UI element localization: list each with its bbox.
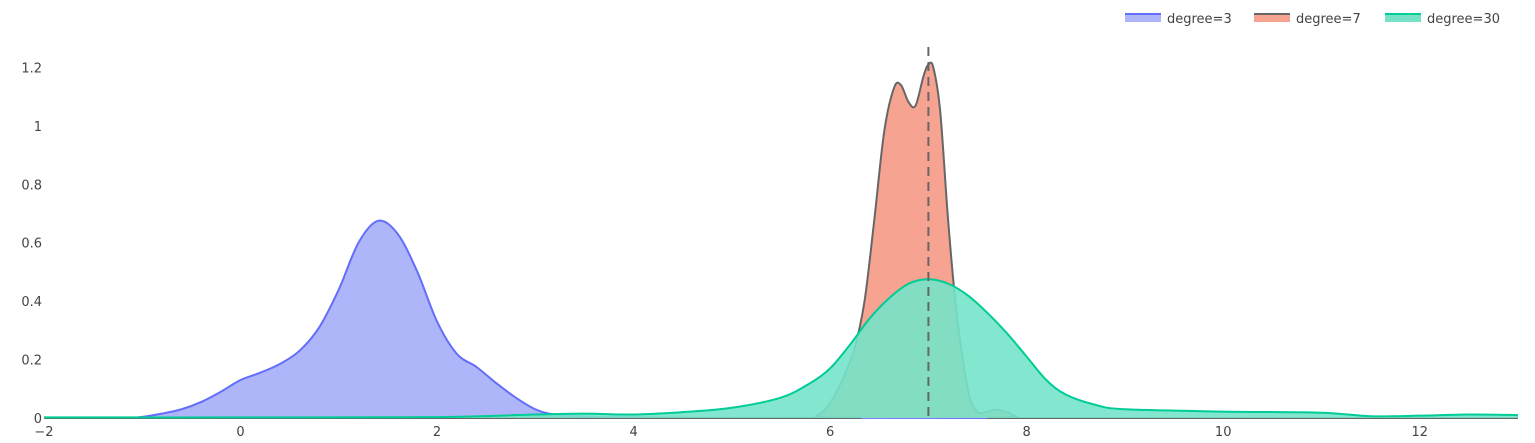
x-tick-label: 0 (236, 425, 244, 440)
legend-swatch (1125, 14, 1161, 22)
series-line-3 (43, 278, 1519, 419)
y-tick-label: 0 (34, 412, 42, 427)
legend-item-1[interactable]: degree=3 (1125, 12, 1232, 27)
legend-label: degree=30 (1427, 12, 1500, 27)
x-tick-label: 12 (1411, 425, 1428, 440)
series-area-1 (44, 220, 1518, 418)
x-axis: −2 0 2 4 6 8 10 12 (34, 425, 1428, 440)
y-axis: 0 0.2 0.4 0.6 0.8 1 1.2 (21, 61, 42, 427)
x-tick-label: 6 (826, 425, 834, 440)
x-tick-label: 2 (433, 425, 441, 440)
series-area-2 (44, 62, 1518, 418)
x-tick-label: 4 (629, 425, 637, 440)
legend-label: degree=3 (1167, 12, 1232, 27)
legend: degree=3 degree=7 degree=30 (1125, 12, 1500, 27)
y-tick-label: 0.2 (21, 354, 42, 369)
y-tick-label: 1.2 (21, 61, 42, 76)
y-tick-label: 0.8 (21, 178, 42, 193)
series-areas (43, 61, 1519, 420)
x-tick-label: −2 (34, 425, 53, 440)
legend-swatch (1385, 14, 1421, 22)
y-tick-label: 1 (34, 120, 42, 135)
y-tick-label: 0.6 (21, 237, 42, 252)
x-tick-label: 10 (1215, 425, 1232, 440)
legend-swatch (1254, 14, 1290, 22)
legend-label: degree=7 (1296, 12, 1361, 27)
series-line-2 (44, 61, 1518, 420)
legend-item-3[interactable]: degree=30 (1385, 12, 1500, 27)
y-tick-label: 0.4 (21, 295, 42, 310)
legend-item-2[interactable]: degree=7 (1254, 12, 1361, 27)
x-tick-label: 8 (1023, 425, 1031, 440)
